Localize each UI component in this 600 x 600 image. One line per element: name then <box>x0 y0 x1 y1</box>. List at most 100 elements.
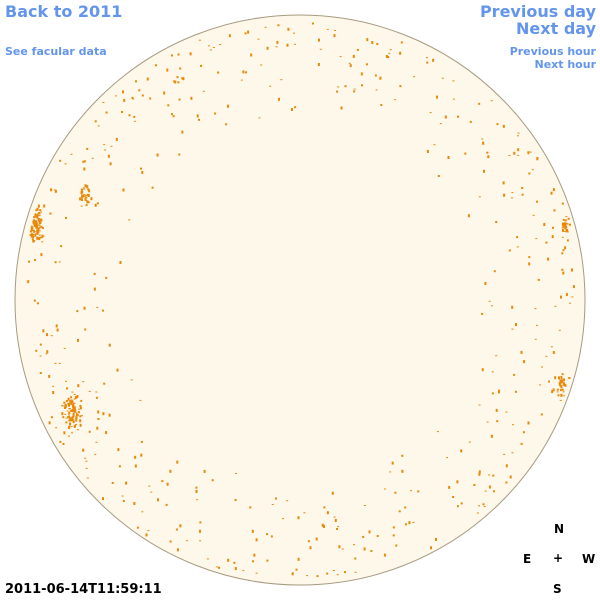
facula <box>82 160 85 163</box>
facula <box>37 227 40 231</box>
facula <box>502 181 505 185</box>
facula <box>361 84 363 87</box>
facula <box>165 503 168 506</box>
facula <box>214 112 217 115</box>
facula <box>60 245 63 248</box>
facula <box>404 506 407 509</box>
facula <box>68 415 71 418</box>
previous-day-link[interactable]: Previous day <box>479 2 596 21</box>
facula <box>326 28 329 30</box>
facula <box>270 535 273 538</box>
facula <box>550 191 553 195</box>
facula <box>31 228 34 232</box>
facula <box>203 469 206 473</box>
facula <box>257 38 260 40</box>
facula <box>293 43 296 45</box>
facula <box>64 163 67 165</box>
facula <box>563 230 566 232</box>
previous-hour-link[interactable]: Previous hour <box>509 45 596 58</box>
facula <box>287 27 290 31</box>
facula <box>242 70 245 74</box>
facula <box>291 572 294 576</box>
facula <box>199 521 202 524</box>
facula <box>405 523 407 526</box>
facula <box>67 403 70 407</box>
facula <box>122 90 124 94</box>
facula <box>54 261 57 264</box>
facula <box>561 202 564 205</box>
facula <box>73 406 76 410</box>
facula <box>38 213 41 215</box>
next-day-link[interactable]: Next day <box>516 19 596 38</box>
facula <box>66 410 69 412</box>
facula <box>531 169 534 171</box>
facula <box>70 396 73 399</box>
facula <box>122 500 125 502</box>
facula <box>537 278 540 281</box>
facula <box>179 524 182 528</box>
facular-data-link[interactable]: See facular data <box>5 45 107 58</box>
facula <box>132 98 135 100</box>
facula <box>31 226 34 229</box>
facula <box>255 572 258 574</box>
facula <box>234 567 237 571</box>
facula <box>93 287 96 291</box>
facula <box>62 443 65 445</box>
facula <box>134 464 137 468</box>
facula <box>468 441 471 443</box>
facula <box>76 429 79 431</box>
facula <box>134 455 137 459</box>
facula <box>429 112 432 114</box>
facula <box>84 196 87 198</box>
facula <box>275 497 277 500</box>
facula <box>571 268 573 272</box>
facula <box>493 270 496 273</box>
facula <box>517 135 519 137</box>
facula <box>227 558 230 562</box>
facula <box>121 495 124 497</box>
facula <box>448 485 451 489</box>
facula <box>151 186 154 189</box>
facula <box>108 413 111 417</box>
facula <box>63 431 66 435</box>
facula <box>280 79 283 81</box>
compass-center: + <box>553 551 564 565</box>
facula <box>225 123 228 126</box>
facula <box>45 353 48 355</box>
timestamp: 2011-06-14T11:59:11 <box>5 582 162 597</box>
facula <box>401 454 404 457</box>
facula <box>366 38 369 42</box>
facula <box>561 252 564 255</box>
back-link[interactable]: Back to 2011 <box>5 2 123 21</box>
facula <box>508 155 511 156</box>
facula <box>264 26 267 28</box>
next-hour-link[interactable]: Next hour <box>534 58 597 71</box>
facula <box>534 308 537 310</box>
facula <box>244 32 247 35</box>
facula <box>94 203 97 207</box>
facula <box>83 160 86 163</box>
facula <box>32 221 35 224</box>
facula <box>72 420 75 424</box>
facula <box>95 441 98 443</box>
facula <box>195 486 198 489</box>
facula <box>560 385 563 389</box>
facula <box>277 24 280 27</box>
facula <box>36 302 39 305</box>
facula <box>96 426 99 430</box>
facula <box>108 343 111 347</box>
facula <box>122 188 125 192</box>
facula <box>97 418 100 420</box>
facula <box>81 194 84 198</box>
facula <box>166 68 169 72</box>
facula <box>27 280 30 284</box>
facula <box>178 98 181 101</box>
facula <box>157 498 159 502</box>
facula <box>540 413 543 416</box>
facula <box>250 53 253 57</box>
facula <box>199 540 202 542</box>
compass-south: S <box>553 582 562 596</box>
facula <box>87 188 90 191</box>
facula <box>34 213 37 216</box>
